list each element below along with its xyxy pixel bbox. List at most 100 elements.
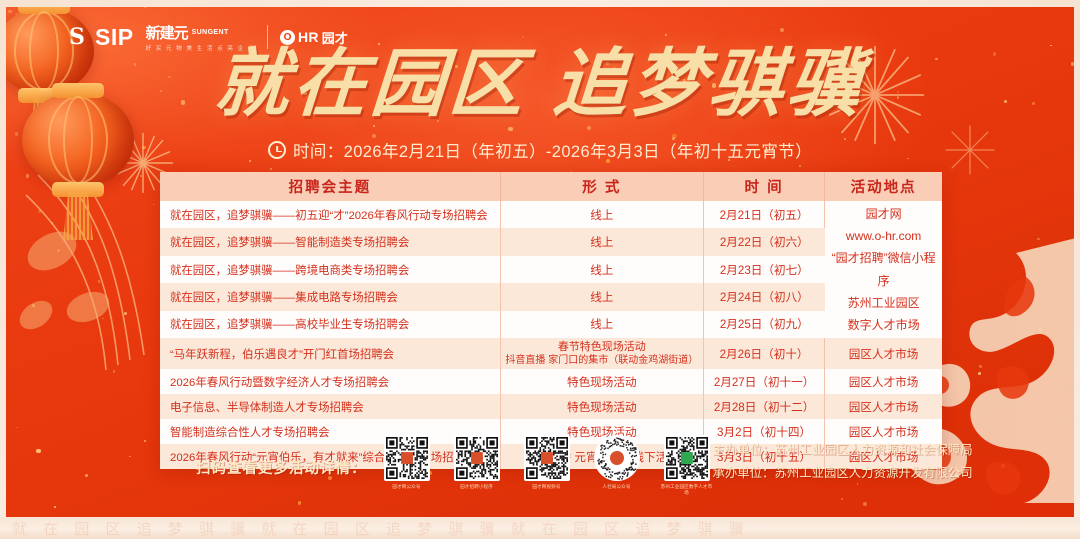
venue-merged-line-2: www.o-hr.com xyxy=(845,229,922,244)
logo-divider xyxy=(266,25,268,49)
venue-merged-line-5: 数字人才市场 xyxy=(847,317,920,332)
cell-venue-merged: 园才网 www.o-hr.com “园才招聘”微信小程序苏州工业园区 数字人才市场 xyxy=(824,201,942,339)
cell-time: 2月22日（初六） xyxy=(703,228,825,256)
cell-time: 2月23日（初七） xyxy=(703,255,825,284)
cell-venue: 园区人才市场 xyxy=(824,338,942,370)
frame-top xyxy=(0,0,1080,7)
qr-5-caption: 苏州工业园区数字人才市场 xyxy=(660,484,713,495)
qr-2-caption: 园才招聘小程序 xyxy=(460,484,493,489)
cell-form: 特色现场活动 xyxy=(500,394,704,420)
cell-venue: 园区人才市场 xyxy=(824,444,942,470)
table-row: 2026年春风行动暨数字经济人才专场招聘会 特色现场活动 2月27日（初十一） 园区人… xyxy=(160,369,942,395)
cell-theme: “马年跃新程，伯乐遇良才”开门红首场招聘会 xyxy=(160,338,501,370)
ohr-logo: O HR 园才 xyxy=(279,28,348,47)
table-row: 就在园区，追梦骐骥——初五迎“才”2026年春风行动专场招聘会 线上 2月21日（初… xyxy=(160,201,942,339)
title-left: 就在园区 xyxy=(212,41,531,127)
cell-time: 2月27日（初十一） xyxy=(703,369,826,395)
frame-ghost-text: 就 在 园 区 追 梦 骐 骥 就 在 园 区 追 梦 骐 骥 就 在 园 区 … xyxy=(12,520,750,538)
qr-3-caption: 园才网视频号 xyxy=(532,484,561,489)
sungent-slogan: 好 买 元 物 美 生 活 点 亮 企 业 xyxy=(145,46,255,52)
cell-theme: 就在园区，追梦骐骥——集成电路专场招聘会 xyxy=(160,283,501,311)
logo-bar: S SIP 新建元 SUNGENT 好 买 元 物 美 生 活 点 亮 企 业 … xyxy=(64,20,348,54)
cell-form: 线上 xyxy=(500,283,704,311)
venue-merged-line-4: 苏州工业园区 xyxy=(847,295,920,310)
table-row: 就在园区，追梦骐骥——集成电路专场招聘会 线上 2月24日（初八） xyxy=(160,283,942,311)
cell-form: 线上 xyxy=(500,310,704,339)
qr-code-row: 园才网公众号 园才招聘小程序 园才网视频号 人社局公众号 苏州工业园区数字人才市场 xyxy=(381,435,713,495)
cell-time: 2月28日（初十二） xyxy=(703,394,826,420)
column-header-theme: 招聘会主题 xyxy=(160,172,501,201)
cell-form-line2: 抖音直播 家门口的集市（联动金鸡湖街道） xyxy=(505,355,699,367)
qr-2[interactable]: 园才招聘小程序 xyxy=(451,435,503,495)
cell-form: 线上 xyxy=(500,201,704,229)
schedule-table: 招聘会主题 形 式 时 间 活动地点 就在园区，追梦骐骥——初五迎“才”2026… xyxy=(160,172,942,470)
column-header-venue: 活动地点 xyxy=(824,172,942,201)
cell-theme: 就在园区，追梦骐骥——高校毕业生专场招聘会 xyxy=(160,310,501,339)
lantern-decoration-2 xyxy=(22,83,134,240)
frame-right xyxy=(1074,0,1080,539)
cell-theme: 电子信息、半导体制造人才专场招聘会 xyxy=(160,394,501,420)
ohr-en-text: HR xyxy=(297,29,319,45)
cell-form: 线上 xyxy=(500,228,704,256)
event-dateline: 时间：2026年2月21日（年初五）-2026年3月3日（年初十五元宵节） xyxy=(0,138,1080,162)
sungent-en-text: SUNGENT xyxy=(191,29,229,36)
venue-merged-line-1: 园才网 xyxy=(865,207,902,221)
cell-theme: 就在园区，追梦骐骥——跨境电商类专场招聘会 xyxy=(160,255,501,284)
page-title: 就在园区 追梦骐骥 xyxy=(0,41,1080,127)
organizer-block: 主办单位：苏州工业园区人力资源和社会保障局 承办单位：苏州工业园区人力资源开发有… xyxy=(713,439,1080,485)
qr-3[interactable]: 园才网视频号 xyxy=(521,435,573,495)
qr-2-image[interactable] xyxy=(453,435,500,481)
column-header-time: 时 间 xyxy=(703,172,826,201)
column-header-form: 形 式 xyxy=(500,172,704,201)
table-row: 就在园区，追梦骐骥——智能制造类专场招聘会 线上 2月22日（初六） xyxy=(160,228,942,256)
table-row: 电子信息、半导体制造人才专场招聘会 特色现场活动 2月28日（初十二） 园区人才市场 xyxy=(160,394,942,420)
cell-form: 特色现场活动 xyxy=(500,369,704,395)
scan-label: 扫码查看更多活动详情： xyxy=(196,461,367,477)
cell-theme: 2026年春风行动暨数字经济人才专场招聘会 xyxy=(160,369,501,395)
ohr-dot-icon: O xyxy=(279,29,295,45)
cell-time: 2月21日（初五） xyxy=(703,201,826,229)
clock-icon xyxy=(267,141,286,159)
cell-form-line1: 春节特色现场活动 xyxy=(557,341,646,354)
qr-1-image[interactable] xyxy=(383,435,430,481)
qr-1-caption: 园才网公众号 xyxy=(392,484,421,489)
ohr-cn-text: 园才 xyxy=(321,30,348,46)
table-body: 就在园区，追梦骐骥——初五迎“才”2026年春风行动专场招聘会 线上 2月21日（初… xyxy=(160,201,942,470)
cell-form: 线上 xyxy=(500,255,704,284)
footer-bar: 扫码查看更多活动详情： 园才网公众号 园才招聘小程序 园才网视频号 人社局公众号 苏州工… xyxy=(196,435,1060,495)
firework-icon-2 xyxy=(825,45,925,145)
sungent-cn-text: 新建元 xyxy=(145,25,189,42)
cell-time: 2月25日（初九） xyxy=(703,310,825,339)
qr-4-image[interactable] xyxy=(593,435,640,481)
qr-4[interactable]: 人社局公众号 xyxy=(591,435,643,495)
cell-venue: 园区人才市场 xyxy=(824,369,942,395)
undertaker-line: 承办单位：苏州工业园区人力资源开发有限公司 xyxy=(712,465,973,480)
title-right: 追梦骐骥 xyxy=(550,41,869,127)
cell-time: 2月24日（初八） xyxy=(703,283,825,311)
cell-time: 3月3日（初十五） xyxy=(703,444,826,470)
qr-5-image[interactable] xyxy=(663,435,710,481)
cell-time: 2月26日（初十） xyxy=(703,338,826,370)
frame-left xyxy=(0,0,6,539)
sungent-logo: 新建元 SUNGENT 好 买 元 物 美 生 活 点 亮 企 业 xyxy=(146,22,255,52)
cell-venue: 园区人才市场 xyxy=(824,394,942,420)
sip-logo-text: SIP xyxy=(95,23,134,50)
table-header-row: 招聘会主题 形 式 时 间 活动地点 xyxy=(160,172,942,201)
firework-icon-3 xyxy=(945,125,995,175)
sip-mark-icon: S xyxy=(69,24,85,50)
qr-4-caption: 人社局公众号 xyxy=(602,484,631,489)
frame-bottom: 就 在 园 区 追 梦 骐 骥 就 在 园 区 追 梦 骐 骥 就 在 园 区 … xyxy=(0,517,1080,539)
venue-merged-line-3: “园才招聘”微信小程序 xyxy=(831,251,936,288)
qr-1[interactable]: 园才网公众号 xyxy=(381,435,433,495)
cell-venue: 园区人才市场 xyxy=(824,419,942,445)
organizer-line: 主办单位：苏州工业园区人力资源和社会保障局 xyxy=(712,443,973,457)
cell-theme: 智能制造综合性人才专场招聘会 xyxy=(160,419,501,445)
cell-theme: 就在园区，追梦骐骥——智能制造类专场招聘会 xyxy=(160,228,501,256)
cell-time: 3月2日（初十四） xyxy=(703,419,826,445)
table-row: 就在园区，追梦骐骥——跨境电商类专场招聘会 线上 2月23日（初七） xyxy=(160,255,942,284)
cell-theme: 就在园区，追梦骐骥——初五迎“才”2026年春风行动专场招聘会 xyxy=(160,201,501,229)
qr-3-image[interactable] xyxy=(523,435,570,481)
sip-logo: S SIP xyxy=(64,24,134,51)
schedule-table-wrapper: 招聘会主题 形 式 时 间 活动地点 就在园区，追梦骐骥——初五迎“才”2026… xyxy=(160,172,942,470)
qr-5[interactable]: 苏州工业园区数字人才市场 xyxy=(661,435,713,495)
